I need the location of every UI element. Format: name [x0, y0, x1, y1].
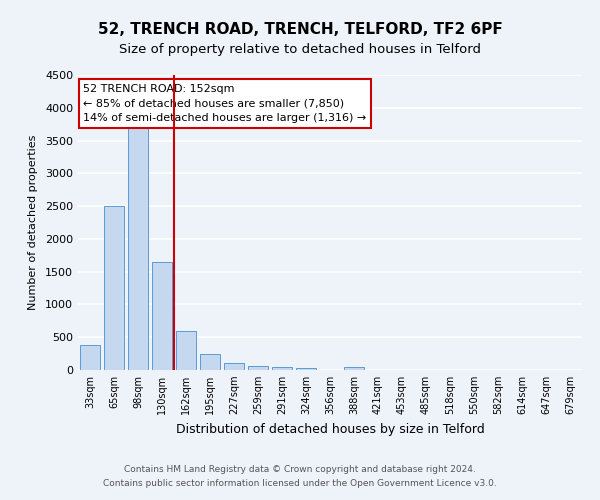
Bar: [272, 366, 292, 370]
Bar: [176, 330, 196, 370]
Bar: [200, 354, 220, 370]
Bar: [344, 366, 364, 370]
Bar: [104, 206, 124, 370]
Bar: [224, 364, 244, 370]
Bar: [248, 366, 268, 370]
Bar: [152, 262, 172, 370]
Bar: [80, 346, 100, 370]
Bar: [296, 368, 316, 370]
Text: 52 TRENCH ROAD: 152sqm
← 85% of detached houses are smaller (7,850)
14% of semi-: 52 TRENCH ROAD: 152sqm ← 85% of detached…: [83, 84, 366, 124]
Text: Size of property relative to detached houses in Telford: Size of property relative to detached ho…: [119, 42, 481, 56]
X-axis label: Distribution of detached houses by size in Telford: Distribution of detached houses by size …: [176, 422, 484, 436]
Text: Contains HM Land Registry data © Crown copyright and database right 2024.
Contai: Contains HM Land Registry data © Crown c…: [103, 466, 497, 487]
Y-axis label: Number of detached properties: Number of detached properties: [28, 135, 38, 310]
Text: 52, TRENCH ROAD, TRENCH, TELFORD, TF2 6PF: 52, TRENCH ROAD, TRENCH, TELFORD, TF2 6P…: [98, 22, 502, 38]
Bar: [128, 124, 148, 370]
